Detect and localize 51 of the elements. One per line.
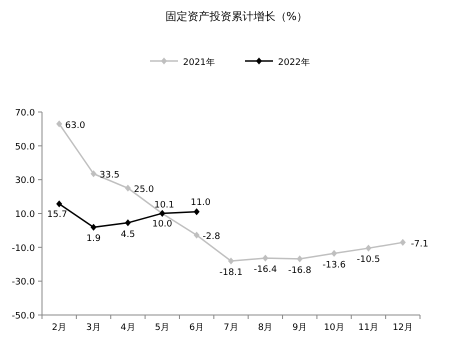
- point: [194, 208, 200, 216]
- x-tick-label: 12月: [392, 323, 414, 333]
- data-label: -16.4: [254, 265, 278, 276]
- data-label: 1.9: [86, 234, 101, 244]
- y-tick-label: -10.0: [12, 244, 36, 254]
- point: [56, 200, 62, 208]
- data-label: -16.8: [288, 266, 312, 276]
- y-tick-label: -30.0: [12, 278, 36, 288]
- x-tick-label: 4月: [120, 323, 136, 333]
- point: [365, 244, 372, 252]
- point: [400, 238, 406, 246]
- data-label: 10.1: [154, 200, 174, 210]
- y-tick-label: 30.0: [14, 176, 36, 186]
- data-label: 4.5: [120, 230, 136, 240]
- point: [331, 250, 338, 257]
- x-tick-label: 11月: [358, 323, 379, 333]
- legend-label: 2022年: [278, 57, 310, 68]
- data-label: 11.0: [190, 198, 211, 208]
- data-label: 15.7: [47, 210, 68, 220]
- point: [124, 219, 131, 226]
- data-label: 10.0: [152, 220, 173, 230]
- point: [56, 120, 62, 128]
- y-tick-label: 50.0: [14, 142, 36, 152]
- x-tick-label: 9月: [292, 323, 308, 333]
- point: [194, 232, 200, 239]
- x-tick-label: 10月: [324, 323, 344, 333]
- point: [90, 224, 97, 231]
- point: [90, 170, 97, 178]
- point: [228, 258, 234, 265]
- x-tick-label: 5月: [154, 323, 170, 333]
- data-label: -2.8: [202, 232, 220, 242]
- x-tick-label: 2月: [52, 323, 67, 333]
- x-tick-label: 3月: [86, 323, 101, 333]
- point: [262, 254, 268, 262]
- x-tick-label: 7月: [224, 323, 238, 333]
- data-label: -7.1: [410, 239, 428, 250]
- data-label: 63.0: [65, 120, 86, 131]
- data-label: -13.6: [322, 260, 346, 270]
- y-tick-label: -50.0: [12, 312, 36, 322]
- y-tick-label: 10.0: [14, 210, 36, 220]
- data-label: -18.1: [219, 268, 243, 278]
- point: [296, 255, 303, 262]
- data-label: 25.0: [134, 185, 154, 196]
- legend-label: 2021年: [183, 57, 215, 68]
- y-tick-label: 70.0: [14, 108, 36, 118]
- point: [124, 184, 131, 192]
- chart-title: 固定资产投资累计增长（%）: [165, 10, 308, 23]
- data-label: 33.5: [100, 170, 120, 181]
- data-label: -10.5: [356, 255, 380, 266]
- x-tick-label: 8月: [258, 323, 273, 333]
- x-tick-label: 6月: [189, 323, 204, 333]
